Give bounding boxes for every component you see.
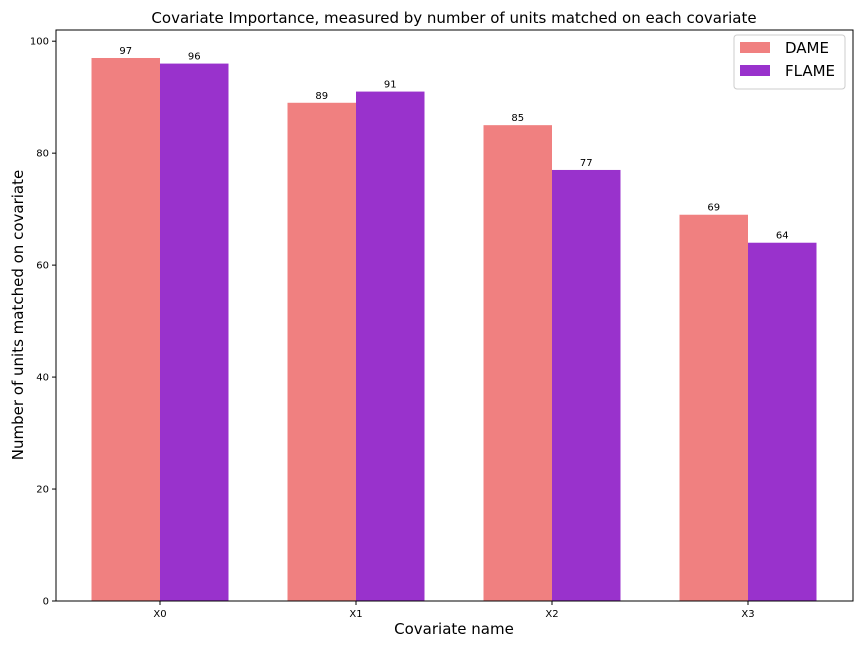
y-tick-label: 60 — [36, 261, 49, 272]
bar-flame-x2 — [552, 169, 621, 601]
legend: DAME FLAME — [733, 34, 846, 90]
chart-title: Covariate Importance, measured by number… — [151, 9, 756, 27]
bar-value-label: 89 — [315, 91, 328, 102]
x-axis: X0 X1 X2 X3 — [153, 601, 755, 620]
legend-label: FLAME — [785, 62, 835, 80]
y-tick-label: 20 — [36, 485, 49, 496]
bar-dame-x3 — [679, 214, 748, 601]
bar-value-label: 96 — [188, 52, 201, 63]
y-axis: 0 20 40 60 80 100 — [30, 37, 56, 608]
x-tick-label: X2 — [545, 609, 558, 620]
bar-dame-x1 — [287, 102, 356, 602]
y-axis-label: Number of units matched on covariate — [9, 170, 27, 460]
x-tick-label: X3 — [741, 609, 754, 620]
x-axis-label: Covariate name — [394, 620, 514, 638]
bar-value-label: 77 — [580, 158, 593, 169]
y-tick-label: 100 — [30, 37, 49, 48]
bars-group — [91, 57, 817, 602]
bar-value-label: 69 — [707, 203, 720, 214]
plot-frame — [55, 29, 854, 602]
bar-dame-x2 — [483, 125, 552, 602]
bar-dame-x0 — [91, 57, 160, 602]
bar-flame-x1 — [356, 91, 425, 601]
x-tick-label: X1 — [349, 609, 362, 620]
value-labels-group: 97 96 89 91 85 77 69 64 — [119, 46, 788, 242]
legend-swatch — [740, 42, 770, 53]
bar-value-label: 97 — [119, 46, 132, 57]
y-tick-label: 0 — [43, 597, 49, 608]
y-tick-label: 80 — [36, 149, 49, 160]
bar-value-label: 64 — [776, 231, 789, 242]
legend-swatch — [740, 65, 770, 76]
bar-value-label: 85 — [511, 113, 524, 124]
y-tick-label: 40 — [36, 373, 49, 384]
bar-value-label: 91 — [384, 80, 397, 91]
x-tick-label: X0 — [153, 609, 166, 620]
bar-flame-x3 — [748, 242, 817, 601]
legend-label: DAME — [785, 39, 829, 57]
bar-flame-x0 — [160, 63, 229, 601]
